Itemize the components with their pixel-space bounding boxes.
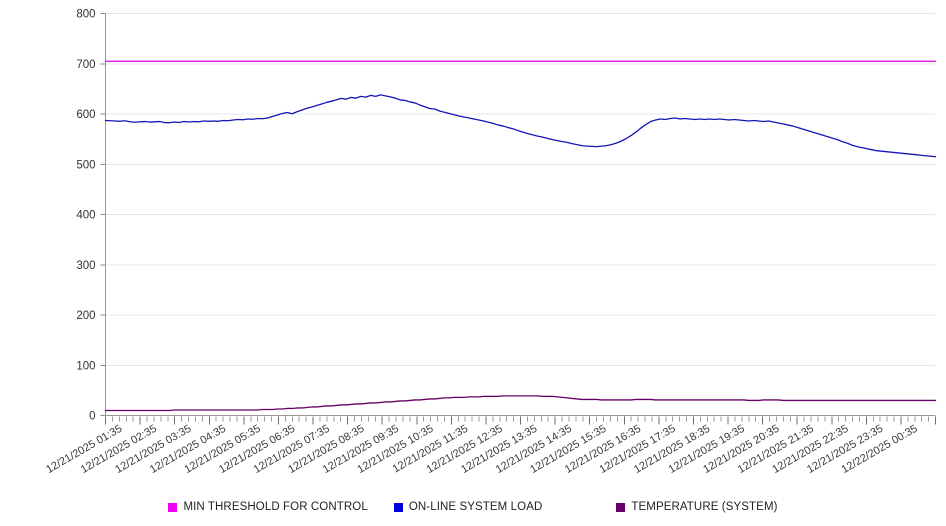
legend-swatch-icon: [393, 502, 403, 512]
y-axis-tick-label: 400: [76, 210, 95, 222]
y-axis-tick-label: 100: [76, 360, 95, 372]
legend-item-online-system-load[interactable]: ON-LINE SYSTEM LOAD: [393, 501, 543, 513]
legend-item-min-threshold[interactable]: MIN THRESHOLD FOR CONTROL: [168, 501, 368, 513]
x-axis-ticks: [105, 416, 936, 425]
series-line-temperature: [104, 395, 937, 412]
series-line-online-system-load: [104, 94, 937, 158]
y-axis-tick-label: 800: [76, 9, 95, 21]
chart-legend: MIN THRESHOLD FOR CONTROL ON-LINE SYSTEM…: [0, 496, 946, 518]
y-axis-tick-label: 200: [76, 310, 95, 322]
legend-item-temperature[interactable]: TEMPERATURE (SYSTEM): [616, 501, 777, 513]
y-axis-tick-label: 0: [89, 411, 95, 423]
legend-swatch-icon: [168, 502, 178, 512]
y-axis-ticks: 0 100 200 300 400 500 600 700 800: [76, 9, 106, 423]
legend-swatch-icon: [616, 502, 626, 512]
gridlines: [105, 13, 936, 366]
y-axis-tick-label: 300: [76, 260, 95, 272]
y-axis-tick-label: 600: [76, 109, 95, 121]
y-axis-tick-label: 500: [76, 159, 95, 171]
legend-label-min-threshold: MIN THRESHOLD FOR CONTROL: [183, 501, 368, 513]
legend-label-temperature: TEMPERATURE (SYSTEM): [631, 501, 778, 513]
y-axis-tick-label: 700: [76, 59, 95, 71]
legend-label-online-system-load: ON-LINE SYSTEM LOAD: [408, 501, 543, 513]
series-lines: [104, 60, 937, 412]
